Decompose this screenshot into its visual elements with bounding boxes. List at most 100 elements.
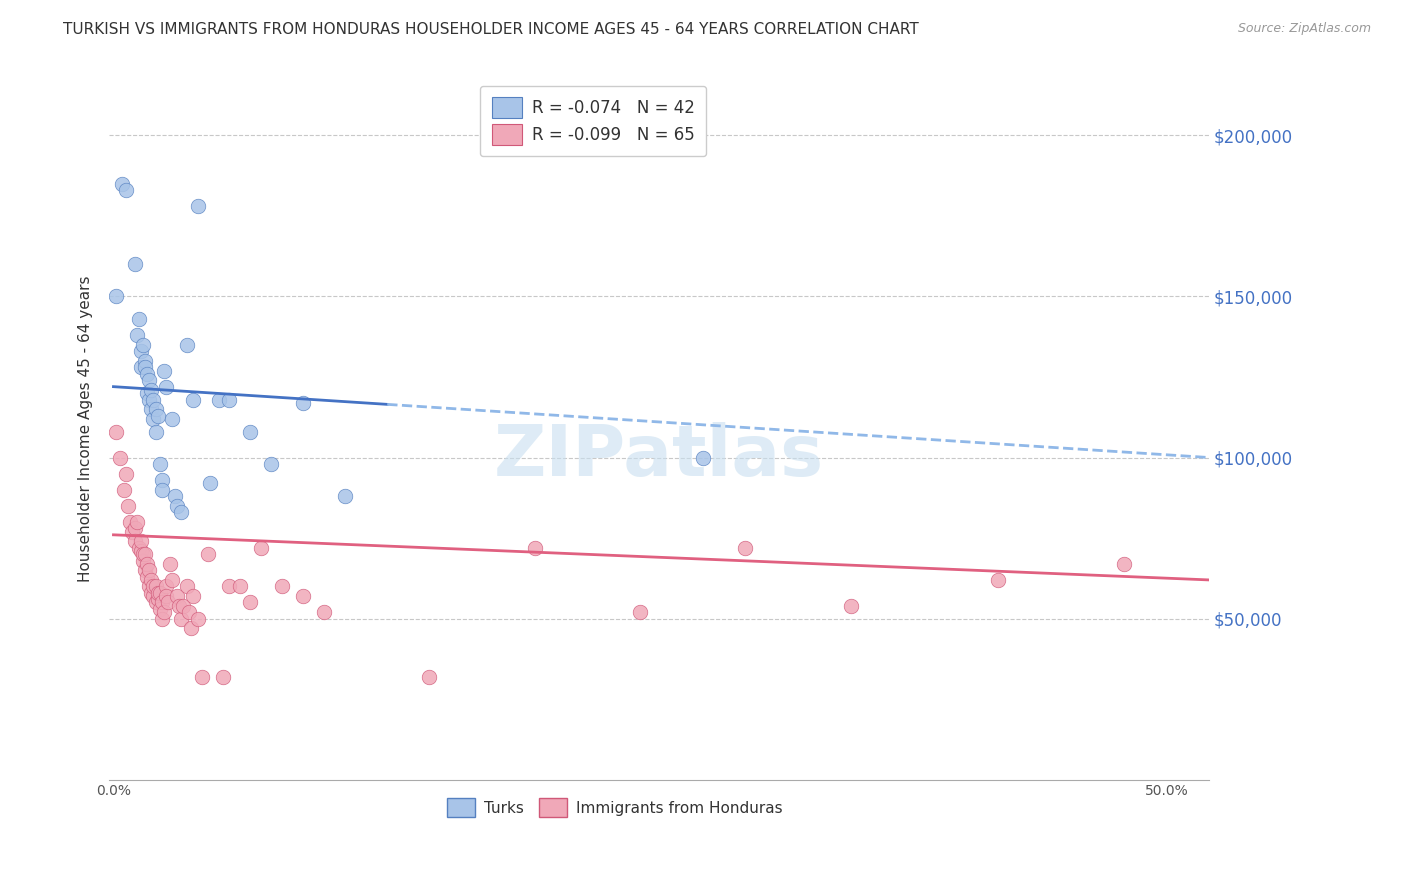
- Point: [141, 402, 163, 417]
- Point: [176, 579, 198, 593]
- Point: [125, 515, 148, 529]
- Point: [271, 579, 294, 593]
- Point: [150, 483, 173, 497]
- Point: [734, 541, 756, 555]
- Point: [523, 541, 546, 555]
- Point: [155, 579, 177, 593]
- Point: [134, 360, 156, 375]
- Point: [124, 534, 146, 549]
- Point: [197, 547, 219, 561]
- Point: [132, 338, 155, 352]
- Point: [150, 473, 173, 487]
- Point: [146, 409, 169, 423]
- Point: [170, 611, 193, 625]
- Point: [124, 257, 146, 271]
- Point: [218, 579, 240, 593]
- Point: [153, 363, 176, 377]
- Point: [149, 586, 172, 600]
- Point: [162, 412, 184, 426]
- Point: [129, 344, 152, 359]
- Point: [149, 457, 172, 471]
- Point: [239, 425, 262, 439]
- Point: [141, 383, 163, 397]
- Point: [129, 534, 152, 549]
- Text: TURKISH VS IMMIGRANTS FROM HONDURAS HOUSEHOLDER INCOME AGES 45 - 64 YEARS CORREL: TURKISH VS IMMIGRANTS FROM HONDURAS HOUS…: [63, 22, 920, 37]
- Point: [150, 611, 173, 625]
- Point: [138, 392, 160, 407]
- Point: [125, 328, 148, 343]
- Point: [136, 367, 159, 381]
- Point: [208, 392, 231, 407]
- Point: [159, 557, 181, 571]
- Point: [187, 611, 209, 625]
- Point: [141, 586, 163, 600]
- Point: [115, 183, 138, 197]
- Point: [138, 373, 160, 387]
- Point: [212, 669, 235, 683]
- Point: [145, 595, 167, 609]
- Text: Source: ZipAtlas.com: Source: ZipAtlas.com: [1237, 22, 1371, 36]
- Point: [162, 573, 184, 587]
- Point: [153, 605, 176, 619]
- Point: [187, 199, 209, 213]
- Point: [104, 289, 127, 303]
- Point: [218, 392, 240, 407]
- Point: [115, 467, 138, 481]
- Point: [1114, 557, 1136, 571]
- Point: [183, 589, 205, 603]
- Point: [132, 553, 155, 567]
- Point: [239, 595, 262, 609]
- Point: [128, 312, 150, 326]
- Point: [170, 505, 193, 519]
- Point: [117, 499, 139, 513]
- Point: [138, 579, 160, 593]
- Point: [191, 669, 214, 683]
- Point: [146, 592, 169, 607]
- Point: [104, 425, 127, 439]
- Point: [149, 602, 172, 616]
- Point: [628, 605, 651, 619]
- Point: [145, 579, 167, 593]
- Point: [250, 541, 273, 555]
- Point: [142, 589, 165, 603]
- Point: [167, 599, 190, 613]
- Point: [129, 544, 152, 558]
- Text: ZIPatlas: ZIPatlas: [494, 422, 824, 491]
- Point: [111, 177, 134, 191]
- Point: [260, 457, 283, 471]
- Point: [145, 402, 167, 417]
- Point: [138, 563, 160, 577]
- Point: [692, 450, 714, 465]
- Legend: Turks, Immigrants from Honduras: Turks, Immigrants from Honduras: [440, 790, 790, 824]
- Point: [172, 599, 194, 613]
- Point: [229, 579, 252, 593]
- Point: [333, 489, 356, 503]
- Point: [155, 589, 177, 603]
- Point: [180, 621, 202, 635]
- Point: [124, 521, 146, 535]
- Point: [987, 573, 1010, 587]
- Point: [312, 605, 335, 619]
- Point: [145, 425, 167, 439]
- Point: [155, 379, 177, 393]
- Point: [292, 396, 315, 410]
- Point: [146, 586, 169, 600]
- Point: [179, 605, 201, 619]
- Point: [142, 412, 165, 426]
- Point: [134, 547, 156, 561]
- Point: [163, 489, 186, 503]
- Point: [839, 599, 862, 613]
- Point: [142, 579, 165, 593]
- Point: [136, 557, 159, 571]
- Point: [136, 570, 159, 584]
- Point: [183, 392, 205, 407]
- Point: [134, 354, 156, 368]
- Point: [292, 589, 315, 603]
- Point: [141, 573, 163, 587]
- Point: [108, 450, 131, 465]
- Point: [142, 392, 165, 407]
- Point: [120, 515, 142, 529]
- Point: [157, 595, 180, 609]
- Point: [150, 595, 173, 609]
- Point: [132, 547, 155, 561]
